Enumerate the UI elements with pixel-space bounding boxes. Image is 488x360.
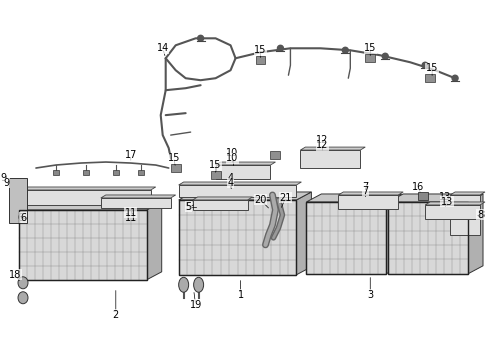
Polygon shape xyxy=(338,192,403,195)
Circle shape xyxy=(421,62,427,68)
Polygon shape xyxy=(306,194,400,202)
Text: 15: 15 xyxy=(364,43,376,53)
Polygon shape xyxy=(424,202,484,205)
Text: 8: 8 xyxy=(477,210,483,220)
Text: 12: 12 xyxy=(316,140,328,150)
Text: 13: 13 xyxy=(438,192,450,202)
Polygon shape xyxy=(387,194,482,202)
Text: 7: 7 xyxy=(362,182,367,192)
Text: 15: 15 xyxy=(254,45,266,55)
Text: 20: 20 xyxy=(254,195,266,205)
Circle shape xyxy=(197,35,203,41)
Bar xyxy=(387,202,467,274)
Bar xyxy=(215,165,270,179)
Polygon shape xyxy=(192,197,252,200)
Polygon shape xyxy=(146,202,162,280)
Text: 6: 6 xyxy=(20,213,26,223)
Ellipse shape xyxy=(193,277,203,292)
Text: 15: 15 xyxy=(425,63,437,73)
Bar xyxy=(255,56,265,64)
Text: 2: 2 xyxy=(112,310,119,320)
Ellipse shape xyxy=(18,292,28,304)
Circle shape xyxy=(342,47,347,53)
Ellipse shape xyxy=(178,277,188,292)
Text: 14: 14 xyxy=(156,43,168,53)
Text: 17: 17 xyxy=(124,150,137,160)
Text: 9: 9 xyxy=(3,178,9,188)
Bar xyxy=(178,200,296,275)
Polygon shape xyxy=(467,194,482,274)
Text: 16: 16 xyxy=(411,182,424,192)
Circle shape xyxy=(277,45,283,51)
Text: 7: 7 xyxy=(362,186,367,196)
Bar xyxy=(19,210,146,280)
Text: 15: 15 xyxy=(209,160,222,170)
Bar xyxy=(449,195,479,235)
Text: 4: 4 xyxy=(227,173,233,183)
Circle shape xyxy=(382,53,387,59)
Polygon shape xyxy=(101,195,175,198)
Bar xyxy=(424,74,434,82)
Polygon shape xyxy=(386,194,400,274)
Text: 10: 10 xyxy=(226,153,238,163)
Bar xyxy=(82,170,89,175)
Polygon shape xyxy=(300,147,365,150)
Bar xyxy=(138,170,143,175)
Bar xyxy=(306,202,386,274)
Bar xyxy=(9,178,27,223)
Bar xyxy=(178,185,296,197)
Bar xyxy=(424,205,479,219)
Bar xyxy=(19,210,146,280)
Bar xyxy=(300,150,360,168)
Polygon shape xyxy=(215,162,275,165)
Text: 4: 4 xyxy=(227,178,233,188)
Text: 19: 19 xyxy=(189,300,202,310)
Text: 5: 5 xyxy=(185,202,191,212)
Bar xyxy=(53,170,59,175)
Text: 11: 11 xyxy=(124,213,137,223)
Ellipse shape xyxy=(18,277,28,289)
Polygon shape xyxy=(178,182,301,185)
Text: 10: 10 xyxy=(226,148,238,158)
Text: 1: 1 xyxy=(237,290,243,300)
Text: 8: 8 xyxy=(476,210,482,220)
Bar xyxy=(101,198,170,208)
Polygon shape xyxy=(19,202,162,210)
Bar xyxy=(270,151,280,159)
Bar xyxy=(23,190,150,205)
Polygon shape xyxy=(23,187,155,190)
Text: 13: 13 xyxy=(440,197,452,207)
Text: 15: 15 xyxy=(167,153,180,163)
Polygon shape xyxy=(296,192,311,275)
Text: 11: 11 xyxy=(124,208,137,218)
Polygon shape xyxy=(449,192,484,195)
Bar xyxy=(170,164,180,172)
Text: 18: 18 xyxy=(9,270,21,280)
Bar xyxy=(365,54,374,62)
Polygon shape xyxy=(178,192,311,200)
Bar xyxy=(338,195,397,209)
Text: 5: 5 xyxy=(184,202,190,212)
Bar xyxy=(417,192,427,200)
Circle shape xyxy=(451,75,457,81)
Bar xyxy=(178,200,296,275)
Bar xyxy=(210,171,220,179)
Text: 6: 6 xyxy=(17,213,23,223)
Bar xyxy=(306,202,386,274)
Bar xyxy=(113,170,119,175)
Text: 12: 12 xyxy=(316,135,328,145)
Bar xyxy=(192,200,247,210)
Bar xyxy=(387,202,467,274)
Text: 9: 9 xyxy=(0,173,6,183)
Text: 3: 3 xyxy=(366,290,372,300)
Text: 21: 21 xyxy=(279,193,291,203)
